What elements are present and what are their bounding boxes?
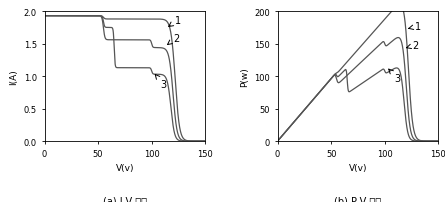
Y-axis label: I(A): I(A)	[9, 69, 18, 85]
X-axis label: V(v): V(v)	[349, 163, 367, 173]
Text: 1: 1	[409, 22, 421, 32]
Text: 3: 3	[155, 75, 166, 89]
Text: 3: 3	[389, 70, 400, 84]
Text: (b) P-V 曲线: (b) P-V 曲线	[334, 196, 381, 202]
Y-axis label: P(w): P(w)	[240, 67, 249, 87]
Text: (a) I-V 曲线: (a) I-V 曲线	[103, 196, 147, 202]
Text: 1: 1	[169, 16, 182, 27]
X-axis label: V(v): V(v)	[116, 163, 134, 173]
Text: 2: 2	[168, 34, 179, 45]
Text: 2: 2	[407, 41, 419, 51]
